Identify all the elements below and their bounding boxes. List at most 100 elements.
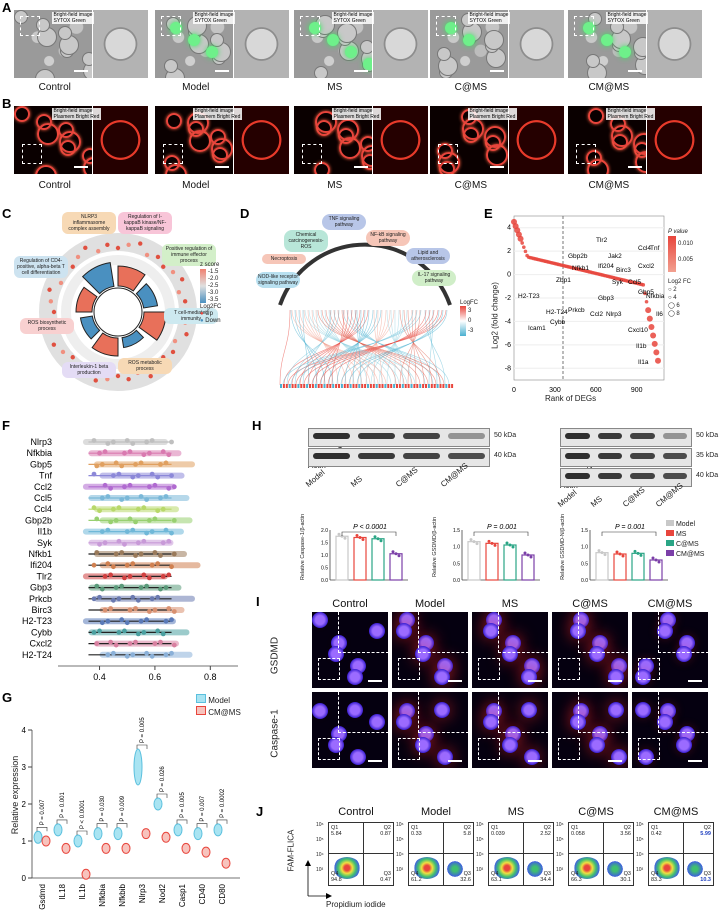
gene-dot — [51, 342, 57, 347]
i-fluorescence-image — [312, 692, 388, 768]
h-ytick-label: 1.0 — [321, 553, 328, 559]
deg-point — [520, 241, 524, 245]
panel-letter-a: A — [2, 0, 12, 15]
i-roi-box — [478, 738, 500, 760]
h-bar-point — [394, 552, 398, 556]
blot-band — [597, 453, 622, 459]
i-group-label: CM@MS — [647, 598, 693, 610]
f-sample-dot — [91, 596, 97, 602]
j-ytick-label: 10³ — [316, 867, 324, 873]
b-cell — [588, 108, 604, 124]
nucleus — [657, 623, 673, 639]
fc-size-title: Log2 FC — [668, 279, 692, 285]
f-sample-dot — [116, 471, 122, 477]
q2-label: Q2 — [623, 825, 631, 831]
gene-chord — [302, 309, 332, 386]
g-significance-bracket — [56, 819, 68, 824]
scale-bar — [608, 680, 622, 682]
nucleus — [434, 702, 450, 718]
gene-dot — [115, 245, 121, 251]
gene-dot — [51, 309, 57, 315]
gene-chord — [294, 309, 326, 386]
blot-strip — [308, 428, 490, 447]
gene-chord — [348, 309, 444, 386]
stain-legend-line2: SYTOX Green — [607, 18, 640, 24]
f-sample-dot — [113, 642, 119, 648]
f-sample-dot — [133, 462, 138, 467]
f-sample-dot — [124, 653, 130, 659]
blot-band — [403, 453, 440, 459]
q2-value: 0.87 — [380, 831, 391, 837]
h-bar-point — [391, 550, 395, 554]
gene-label: Ccl4 — [638, 245, 651, 252]
f-gene-label: Nlrp3 — [30, 437, 52, 447]
gene-logfc-tick — [335, 384, 338, 388]
h-sig-bracket — [601, 531, 657, 536]
b-stain-legend: Bright-field image Plasmem Bright Red — [605, 108, 656, 120]
gene-logfc-tick — [317, 384, 320, 388]
a-zoom-3 — [508, 10, 565, 78]
h-ylabel: Relative GSDMD-N/β-actin — [560, 514, 566, 580]
sytox-positive-cell — [619, 46, 631, 58]
b-cell — [14, 106, 30, 122]
gene-logfc-tick — [445, 384, 448, 388]
scale-bar — [528, 680, 542, 682]
blot-band — [565, 433, 590, 439]
logfc-tick: 3 — [468, 308, 472, 314]
i-fluorescence-image — [392, 692, 468, 768]
b-roi-box — [163, 144, 183, 164]
q4-value: 63.1 — [491, 877, 502, 883]
go-term-bar — [91, 332, 119, 357]
f-sample-dot — [163, 527, 169, 533]
gene-label: Nlrp3 — [606, 311, 622, 318]
h-ytick-label: 1.0 — [453, 545, 460, 551]
h-bar-point — [633, 549, 637, 553]
gene-label: Jak2 — [608, 253, 622, 260]
f-sample-dot — [119, 583, 125, 589]
gate-vertical — [603, 823, 604, 885]
f-sample-dot — [97, 541, 102, 547]
g-legend: Model CM@MS — [196, 694, 241, 718]
a-stain-legend: Bright-field image SYTOX Green — [605, 12, 649, 24]
blot-band — [630, 433, 655, 439]
i-group-label: Control — [332, 598, 368, 610]
f-sample-dot — [158, 495, 163, 501]
j-ytick-label: 10⁵ — [316, 837, 324, 843]
f-sample-dot — [133, 606, 138, 611]
f-sample-dot — [113, 460, 119, 466]
f-sample-dot — [158, 639, 163, 645]
a-cell — [360, 40, 372, 54]
h-bar-point — [361, 538, 365, 541]
cell-population — [413, 857, 441, 879]
f-xtick-label: 0.6 — [149, 672, 162, 682]
scale-bar — [368, 760, 382, 762]
i-roi-box — [318, 738, 340, 760]
gene-chord — [403, 309, 433, 386]
h-ytick-label: 2.0 — [321, 528, 328, 534]
q3-value: 32.6 — [460, 877, 471, 883]
f-sample-dot — [135, 540, 141, 546]
a-cell — [633, 37, 646, 57]
f-sample-dot — [124, 438, 130, 443]
blot-band — [662, 473, 687, 479]
f-sample-dot — [110, 506, 116, 512]
e-ytick: -8 — [505, 365, 511, 372]
nucleus — [611, 749, 627, 765]
gene-chord — [356, 309, 362, 386]
gene-chord — [399, 309, 441, 386]
f-sample-dot — [94, 583, 100, 589]
blot-band — [358, 453, 395, 459]
gene-chord — [307, 309, 357, 386]
blot-lane-label: MS — [349, 474, 364, 489]
blot-kda-label: 40 kDa — [494, 452, 517, 459]
gene-logfc-tick — [393, 384, 396, 388]
g-gene-label: Nfkbia — [98, 883, 107, 906]
q3-value: 30.1 — [620, 877, 631, 883]
stain-legend-line2: Plasmem Bright Red — [53, 114, 100, 120]
a-cell — [484, 30, 504, 50]
nucleus — [502, 646, 518, 662]
f-sample-dot — [105, 527, 111, 533]
gene-dot — [176, 290, 182, 295]
i-roi-box — [558, 658, 580, 680]
stain-legend-line1: Bright-field image — [469, 108, 509, 114]
